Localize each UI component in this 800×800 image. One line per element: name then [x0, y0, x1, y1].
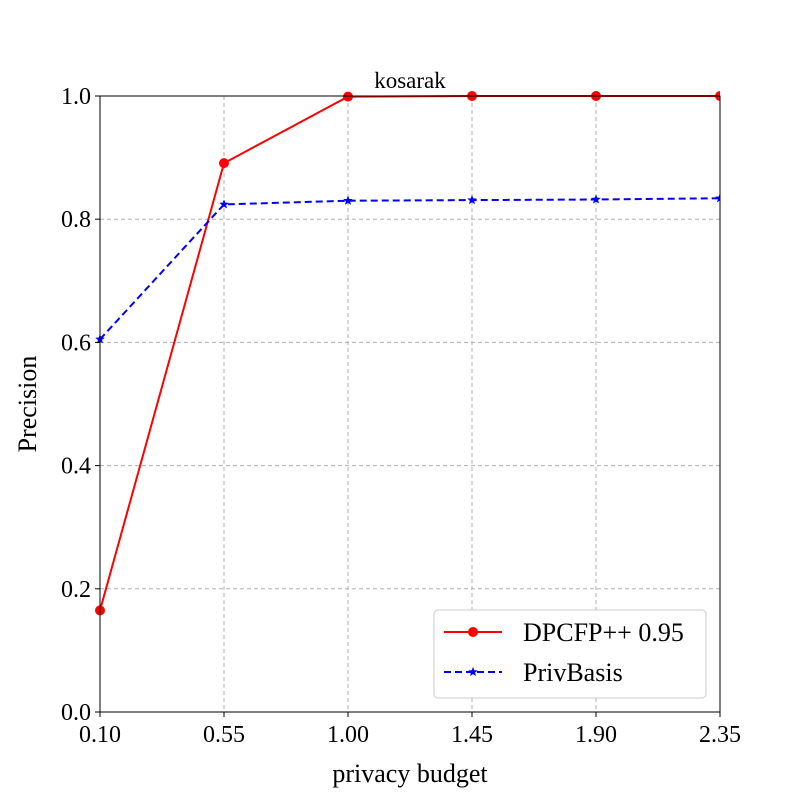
series-line [99, 197, 720, 340]
x-tick-label: 1.90 [575, 722, 617, 748]
data-point [467, 194, 477, 205]
y-tick-label: 1.0 [61, 84, 91, 110]
plot-series [95, 91, 720, 616]
data-point [591, 194, 601, 204]
x-axis-label: privacy budget [332, 759, 488, 788]
y-tick-label: 0.0 [61, 700, 91, 726]
legend-label: DPCFP++ 0.95 [523, 618, 684, 647]
axis-ticks: 0.10 0.55 1.00 1.45 1.90 2.35 0.0 0.2 0.4 0.6 0.8 1… [61, 84, 741, 748]
series-2 [95, 193, 720, 344]
data-point [715, 193, 720, 203]
y-tick-label: 0.4 [61, 454, 91, 480]
x-tick-label: 2.35 [699, 722, 741, 748]
x-tick-label: 1.00 [327, 722, 369, 748]
y-axis-label: Precision [13, 356, 42, 453]
x-tick-label: 1.45 [451, 722, 493, 748]
x-tick-label: 0.10 [79, 722, 121, 748]
legend: DPCFP++ 0.95 PrivBasis [433, 609, 707, 699]
data-point [219, 199, 229, 209]
data-point [219, 158, 229, 169]
legend-label: PrivBasis [523, 658, 623, 687]
x-tick-label: 0.55 [203, 722, 245, 748]
series-line [99, 95, 720, 611]
plot-frame [99, 95, 721, 713]
chart-title: kosarak [374, 68, 446, 93]
series-1 [95, 91, 720, 616]
y-tick-label: 0.8 [61, 207, 91, 233]
data-point [343, 195, 353, 205]
legend-marker [468, 666, 478, 677]
data-point [343, 91, 353, 102]
legend-marker [468, 627, 478, 637]
y-tick-label: 0.2 [61, 577, 91, 603]
y-tick-label: 0.6 [61, 330, 91, 356]
